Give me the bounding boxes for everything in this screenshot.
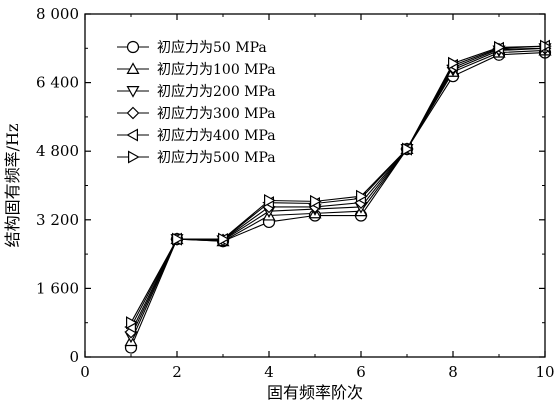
data-point-series-6 [448,56,460,70]
legend-label: 初应力为400 MPa [157,127,276,144]
legend-marker [126,85,140,98]
x-tick-label: 10 [535,363,554,381]
x-tick-label: 4 [264,363,274,381]
series-line-6 [130,45,546,323]
legend-label: 初应力为500 MPa [157,149,276,166]
legend-marker [126,62,140,75]
y-tick-label: 8 000 [36,5,79,23]
legend-marker [126,106,140,120]
y-tick-label: 0 [69,348,79,366]
legend-marker [126,40,140,54]
legend-marker [126,128,138,142]
y-tick-label: 4 800 [36,142,79,160]
x-tick-label: 6 [356,363,366,381]
data-point-series-6 [402,142,414,156]
plot-frame [84,13,546,358]
data-point-series-6 [172,232,184,246]
data-point-series-6 [310,194,322,208]
legend-label: 初应力为100 MPa [157,61,276,78]
x-tick-label: 2 [172,363,182,381]
x-tick-label: 8 [448,363,458,381]
y-tick-label: 3 200 [36,211,79,229]
x-axis-title: 固有频率阶次 [267,383,363,402]
y-axis-title: 结构固有频率/Hz [3,124,22,248]
data-point-series-6 [264,193,276,208]
legend-marker [128,150,140,164]
data-point-series-6 [494,40,506,54]
series-lines [130,45,546,348]
legend-label: 初应力为300 MPa [157,105,276,122]
legend-label: 初应力为50 MPa [157,39,267,56]
y-tick-label: 6 400 [36,74,79,92]
legend: 初应力为50 MPa 初应力为100 MPa 初应力为200 MPa 初应力为300 … [117,39,276,166]
data-point-series-6 [356,189,368,203]
data-point-series-6 [218,232,230,246]
data-point-series-6 [125,316,138,330]
x-tick-label: 0 [80,363,90,381]
y-tick-label: 1 600 [36,279,79,297]
legend-label: 初应力为200 MPa [157,83,276,100]
tick-labels: 0 2 4 6 8 10 0 1 600 3 200 4 800 6 400 8 000 [36,5,555,381]
